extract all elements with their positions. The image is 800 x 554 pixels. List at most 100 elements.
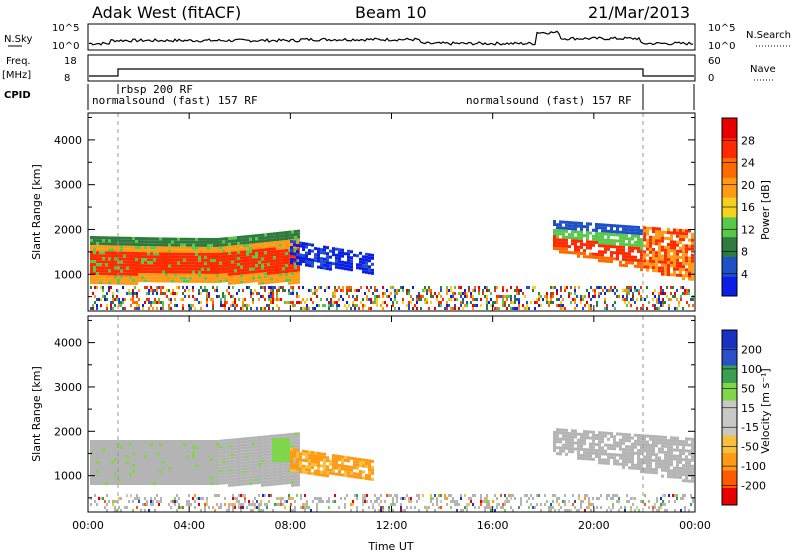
range-cell [186,455,189,458]
range-cell [272,292,274,295]
range-cell [198,449,201,452]
range-cell [452,500,454,503]
range-cell [560,301,562,304]
range-cell [312,307,314,310]
range-cell [105,245,108,249]
range-cell [267,453,270,457]
range-cell [225,469,228,473]
range-cell [290,249,293,252]
range-cell [96,266,99,270]
range-cell [114,272,117,276]
range-cell [126,251,129,255]
range-cell [302,257,305,261]
range-cell [237,459,240,462]
range-cell [93,479,96,482]
range-cell [362,264,365,268]
range-cell [552,286,554,289]
range-cell [571,429,574,433]
range-cell [273,253,276,257]
range-cell [616,453,619,457]
range-cell [502,295,504,298]
range-cell [282,267,285,271]
range-cell [299,259,302,263]
range-cell [640,461,643,465]
range-cell [222,243,225,247]
range-cell [234,245,237,249]
range-cell [249,273,252,277]
range-cell [592,448,595,452]
range-cell [240,280,243,284]
nsky-panel: N.Sky 10^5 10^0 10^5 10^0 N.Search [4,23,791,52]
range-cell [326,465,329,469]
range-cell [195,261,198,265]
range-cell [123,251,126,255]
range-cell [510,295,512,298]
range-cell [640,443,643,447]
range-cell [610,233,613,237]
range-cell [234,503,236,506]
range-cell [276,467,279,471]
range-cell [267,471,270,475]
range-cell [328,506,330,509]
range-cell [204,452,207,455]
range-cell [488,289,490,292]
range-cell [446,286,448,289]
range-cell [362,494,364,497]
range-cell [658,435,661,439]
range-cell [282,264,285,268]
range-cell [676,267,679,271]
range-cell [237,471,240,474]
range-cell [120,446,123,449]
range-cell [412,298,414,301]
range-cell [195,273,198,277]
range-cell [111,452,114,455]
range-cell [126,476,129,479]
range-cell [565,241,568,245]
range-cell [153,446,156,449]
range-cell [120,269,123,273]
range-cell [170,292,172,295]
range-cell [323,257,326,261]
range-cell [243,446,246,450]
range-cell [261,444,264,448]
range-cell [102,452,105,455]
range-cell [135,470,138,473]
range-cell [105,452,108,455]
range-cell [198,255,201,259]
range-cell [195,464,198,467]
range-cell [168,258,171,262]
range-cell [228,266,231,270]
range-cell [261,269,264,273]
range-cell [559,223,562,227]
range-cell [353,472,356,476]
range-cell [382,295,384,298]
range-cell [150,273,153,277]
range-cell [294,506,296,509]
range-cell [553,232,556,235]
range-cell [174,443,177,446]
range-cell [243,241,246,245]
range-cell [682,244,685,248]
range-cell [296,463,299,467]
range-cell [237,456,240,459]
range-cell [114,251,117,255]
range-cell [183,455,186,458]
range-cell [625,258,628,262]
range-cell [410,301,412,304]
range-cell [316,506,318,509]
range-cell [96,248,99,252]
range-cell [691,467,694,471]
range-cell [310,509,312,512]
range-cell [268,295,270,298]
range-cell [634,301,636,304]
range-cell [667,237,670,241]
range-cell [601,238,604,242]
range-cell [93,266,96,270]
range-cell [326,246,329,250]
range-cell [114,500,116,503]
range-cell [174,473,177,476]
range-cell [276,298,278,301]
range-cell [243,235,246,239]
range-cell [273,271,276,275]
range-cell [359,458,362,462]
